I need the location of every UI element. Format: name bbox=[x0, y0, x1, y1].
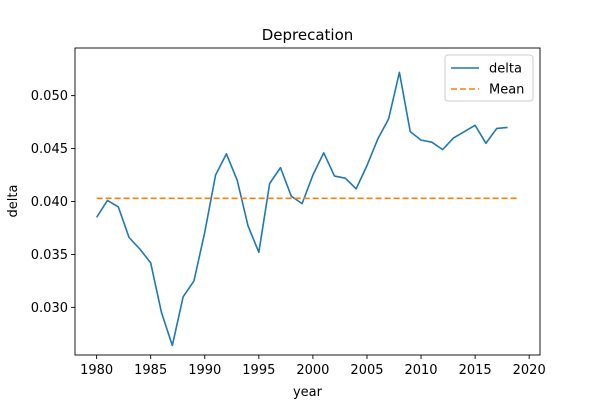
x-tick-label: 2000 bbox=[296, 363, 329, 378]
legend-box bbox=[444, 54, 534, 102]
axes-layer: 1980 1985 1990 1995 2000 2005 2010 2015 2020 0.03… bbox=[31, 47, 546, 378]
y-tick-label: 0.040 bbox=[31, 195, 68, 210]
x-tick-label: 1980 bbox=[80, 363, 113, 378]
x-tick-label: 2010 bbox=[404, 363, 437, 378]
legend-label-delta: delta bbox=[489, 62, 522, 77]
x-tick-label: 2015 bbox=[459, 363, 492, 378]
legend: delta Mean bbox=[444, 54, 534, 102]
x-tick-label: 2005 bbox=[350, 363, 383, 378]
y-tick-label: 0.050 bbox=[31, 89, 68, 104]
chart-title: Deprecation bbox=[262, 26, 354, 44]
x-tick-label: 1995 bbox=[242, 363, 275, 378]
y-axis-title: delta bbox=[6, 185, 21, 218]
x-tick-label: 1990 bbox=[188, 363, 221, 378]
x-tick-label: 2020 bbox=[513, 363, 546, 378]
y-tick-label: 0.030 bbox=[31, 301, 68, 316]
y-tick-label: 0.035 bbox=[31, 248, 68, 263]
x-tick-label: 1985 bbox=[134, 363, 167, 378]
series-line-delta bbox=[95, 71, 508, 347]
y-tick-label: 0.045 bbox=[31, 142, 68, 157]
legend-label-mean: Mean bbox=[489, 83, 524, 98]
series-layer bbox=[95, 71, 519, 347]
x-axis-title: year bbox=[293, 385, 323, 400]
